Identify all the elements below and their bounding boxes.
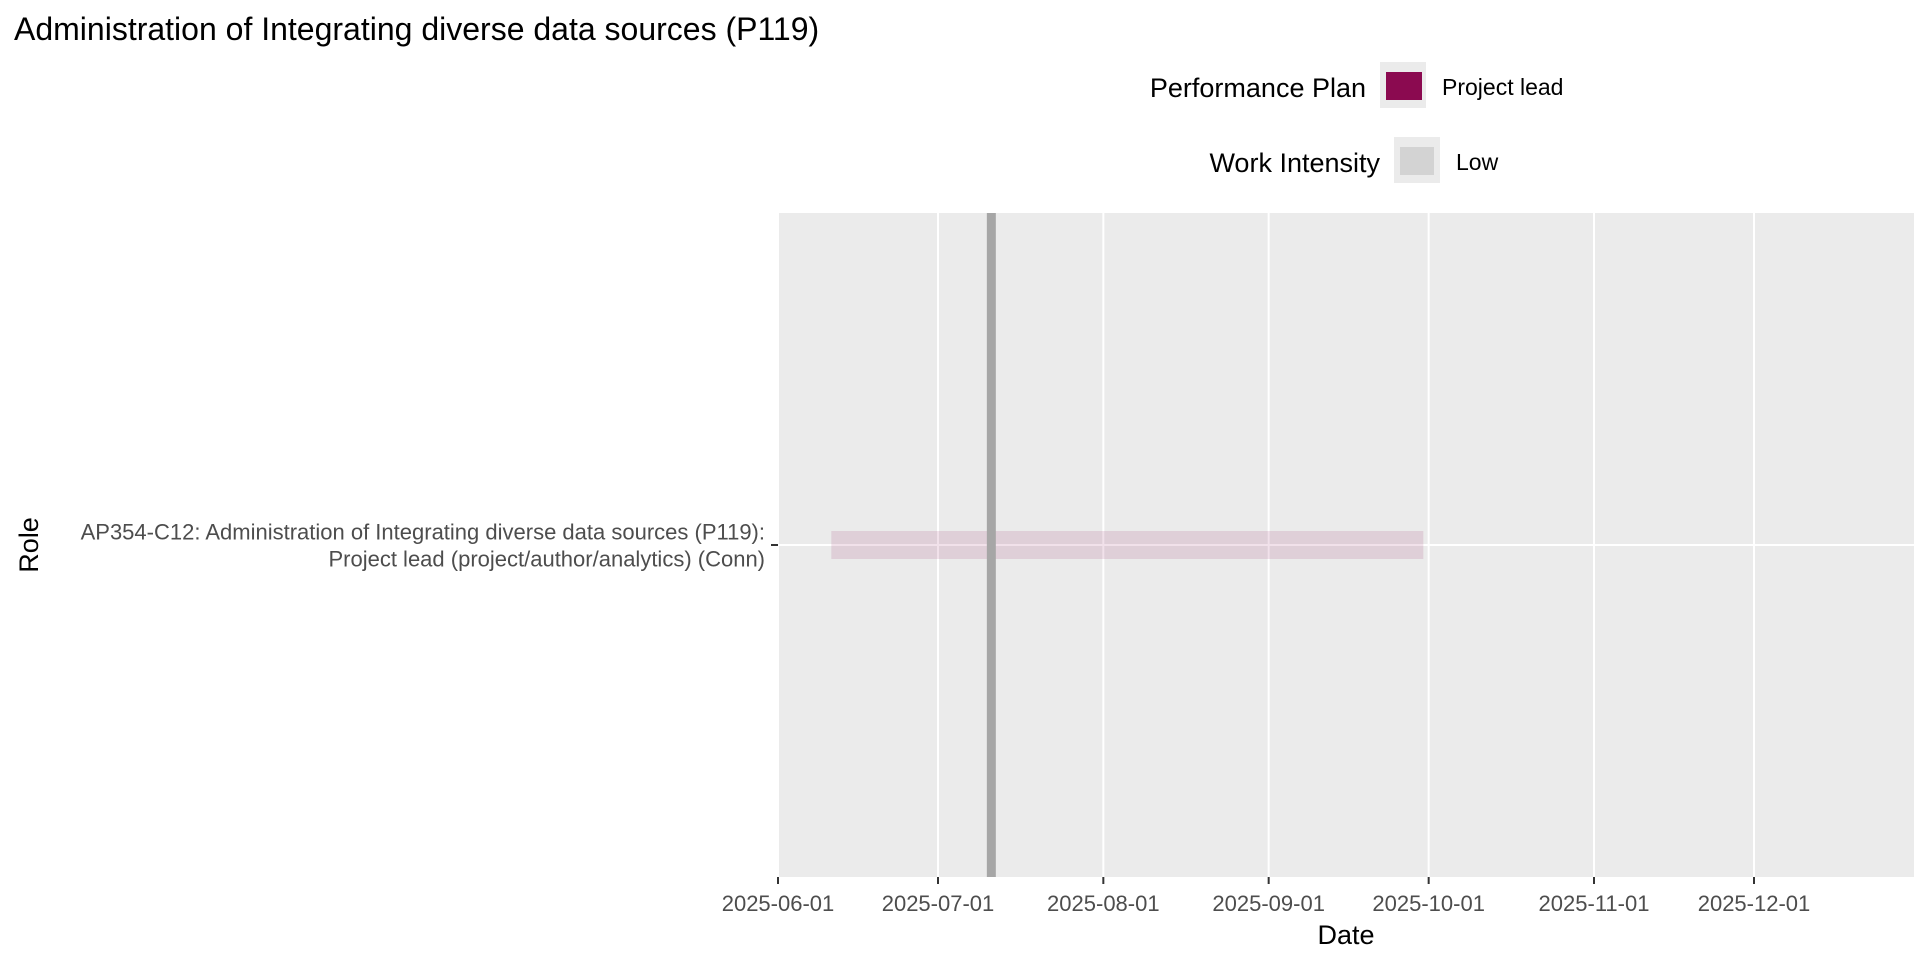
x-tick-label: 2025-10-01 [1372, 891, 1485, 916]
x-tick-label: 2025-07-01 [882, 891, 995, 916]
chart-title: Administration of Integrating diverse da… [14, 11, 819, 47]
legend-performance-plan-title: Performance Plan [1150, 73, 1366, 103]
y-axis-title: Role [14, 517, 44, 573]
y-tick-label-line: Project lead (project/author/analytics) … [328, 547, 765, 572]
legend-key-project-lead [1386, 72, 1422, 100]
bars [831, 531, 1424, 559]
x-tick-label: 2025-09-01 [1212, 891, 1325, 916]
x-axis-title: Date [1317, 920, 1374, 950]
y-axis: AP354-C12: Administration of Integrating… [81, 520, 778, 572]
x-tick-label: 2025-11-01 [1539, 891, 1650, 916]
gantt-bar [831, 531, 1424, 559]
x-tick-label: 2025-08-01 [1047, 891, 1160, 916]
legend-label-low: Low [1456, 149, 1499, 175]
y-tick-label: AP354-C12: Administration of Integrating… [81, 520, 765, 572]
x-tick-label: 2025-06-01 [722, 891, 835, 916]
legend-key-low [1400, 147, 1434, 175]
legend-performance-plan: Performance Plan Project lead [1150, 62, 1563, 108]
legend-work-intensity: Work Intensity Low [1209, 137, 1499, 183]
legend-label-project-lead: Project lead [1442, 74, 1563, 100]
x-tick-label: 2025-12-01 [1698, 891, 1811, 916]
y-tick-label-line: AP354-C12: Administration of Integrating… [81, 520, 765, 545]
legend-work-intensity-title: Work Intensity [1209, 148, 1380, 178]
grid-lines [777, 213, 1914, 877]
x-axis: 2025-06-01 2025-07-01 2025-08-01 2025-09-01… [722, 877, 1811, 916]
legend: Performance Plan Project lead Work Inten… [1150, 62, 1563, 183]
